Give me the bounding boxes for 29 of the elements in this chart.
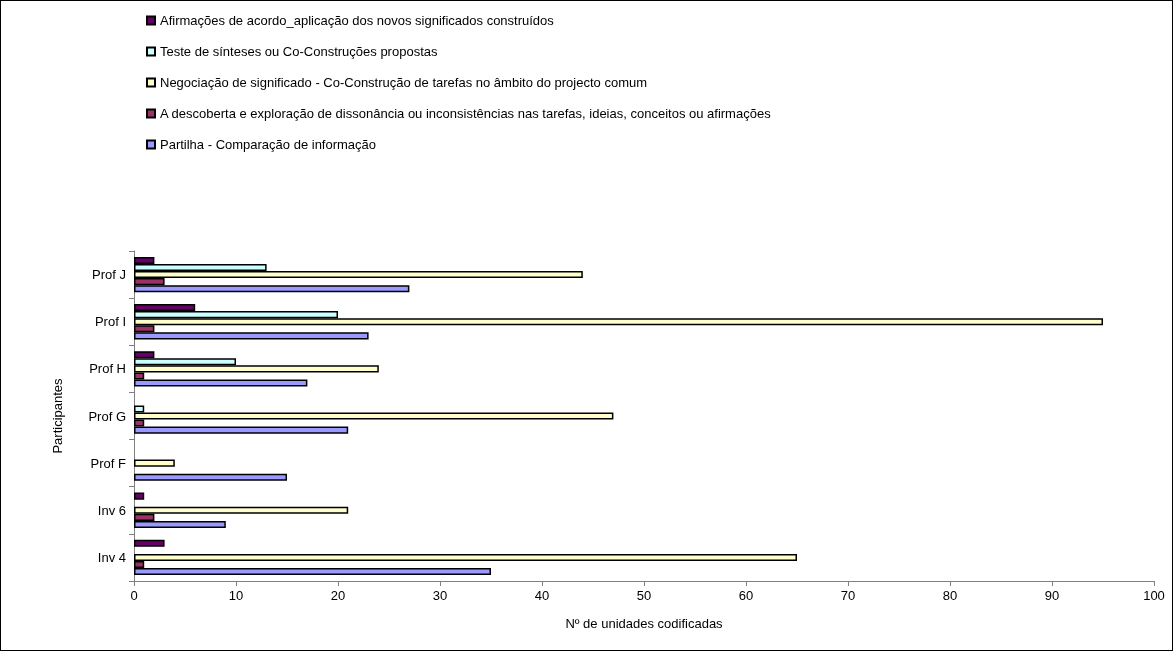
x-tick-label: 40	[534, 588, 550, 603]
y-tick-label: Inv 4	[97, 549, 126, 565]
legend-label: Afirmações de acordo_aplicação dos novos significados construídos	[160, 13, 555, 28]
x-tick-label: 80	[942, 588, 958, 603]
x-tick-label: 60	[738, 588, 754, 603]
legend-label: Partilha - Comparação de informação	[160, 137, 377, 152]
x-axis-title: Nº de unidades codificadas	[565, 616, 724, 631]
y-tick-label: Prof G	[88, 408, 126, 424]
x-tick-label: 10	[228, 588, 244, 603]
bar	[134, 539, 165, 547]
legend-label: Teste de sínteses ou Co-Construções propostas	[160, 44, 438, 59]
x-tick-label: 20	[330, 588, 346, 603]
legend-label: Negociação de significado - Co-Construção de tarefas no âmbito do projecto comum	[160, 75, 648, 90]
x-tick-label: 50	[636, 588, 652, 603]
y-tick-label: Prof F	[90, 455, 127, 471]
bar	[134, 473, 287, 481]
y-axis-title: Participantes	[50, 377, 65, 454]
y-tick-label: Prof H	[89, 361, 126, 377]
y-tick-label: Prof I	[94, 314, 126, 330]
x-tick-label: 0	[130, 588, 138, 603]
x-tick-label: 100	[1143, 588, 1165, 603]
x-tick-label: 70	[840, 588, 856, 603]
y-tick-label: Inv 6	[97, 502, 126, 518]
x-tick-label: 90	[1044, 588, 1060, 603]
legend-label: A descoberta e exploração de dissonância ou inconsistências nas tarefas, ideias, conceitos ou afirmações	[160, 106, 772, 121]
bar	[134, 459, 175, 467]
bar	[134, 492, 145, 500]
x-tick-label: 30	[432, 588, 448, 603]
y-tick-label: Prof J	[92, 267, 126, 283]
